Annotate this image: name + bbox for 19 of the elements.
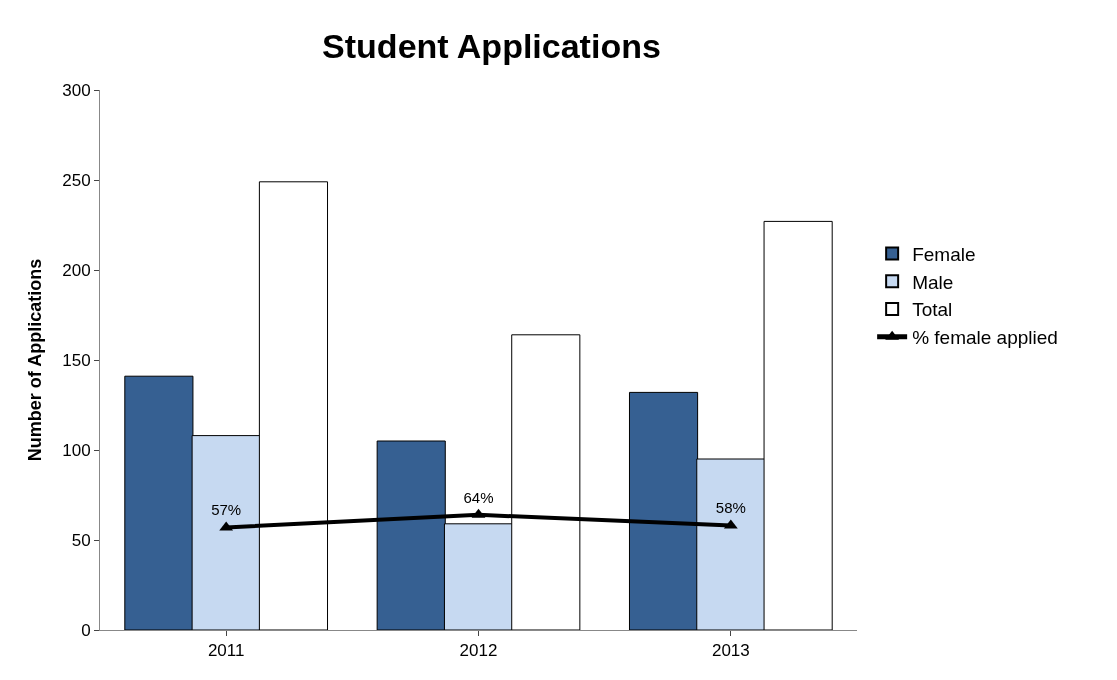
y-tick-label: 50 — [71, 530, 91, 550]
data-label: 64% — [463, 488, 494, 506]
y-tick-label: 250 — [62, 170, 91, 190]
data-label: 57% — [211, 501, 242, 519]
legend-label: Total — [912, 299, 953, 321]
x-tick-label: 2012 — [459, 641, 498, 661]
y-tick-label: 0 — [81, 620, 91, 640]
y-axis-title: Number of Applications — [25, 258, 46, 462]
y-tick-label: 300 — [62, 80, 91, 100]
legend-label: Male — [912, 271, 954, 293]
x-tick-label: 2013 — [711, 641, 750, 661]
chart-title: Student Applications — [322, 26, 661, 65]
legend-label: Female — [912, 243, 976, 265]
y-tick-label: 150 — [62, 350, 91, 370]
legend-label: % female applied — [912, 327, 1058, 349]
y-tick-label: 100 — [62, 440, 91, 460]
x-tick-label: 2011 — [207, 641, 245, 661]
y-tick-label: 200 — [62, 260, 91, 280]
data-label: 58% — [715, 499, 746, 517]
